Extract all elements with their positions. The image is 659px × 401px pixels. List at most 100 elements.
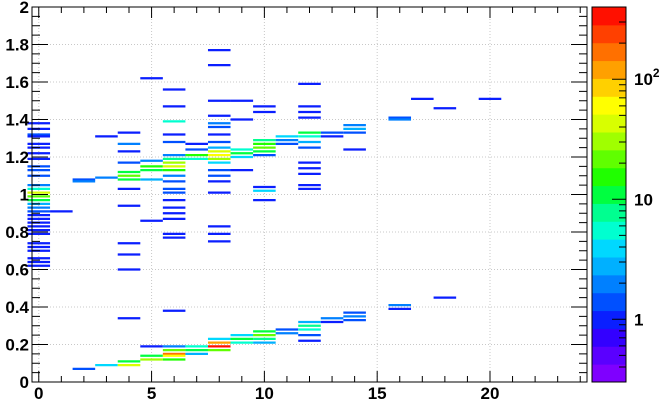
x-axis: 0 5 10 15 20 [34,7,581,401]
heatmap-cell [162,236,186,239]
x-tick-label: 15 [368,384,387,401]
heatmap-cell [275,328,299,331]
heatmap-cell [27,133,51,136]
colorbar-segment [592,310,626,329]
heatmap-cell [298,187,321,190]
colorbar-segment [592,96,626,115]
heatmap-cell [230,152,254,155]
heatmap-cell [140,165,163,168]
x-tick-label: 20 [481,384,500,401]
heatmap-cell [253,139,276,142]
heatmap-cell [140,159,163,162]
heatmap-cell [320,135,344,138]
heatmap-cell [253,146,276,149]
heatmap-cell [95,135,118,138]
heatmap-cell [117,360,141,363]
heatmap-cell [298,172,321,175]
heatmap-cell [185,352,208,355]
heatmap-cell [253,189,276,192]
heatmap-cell [433,296,457,299]
colorbar-segment [592,203,626,222]
heatmap-cell [185,142,208,145]
heatmap-cell [207,345,231,348]
y-tick-label: 0.2 [5,336,29,355]
heatmap-cell [162,217,186,220]
heatmap-cell [27,217,51,220]
colorbar-segment [592,42,626,62]
y-axis: 0 0.2 0.4 0.6 0.8 1 1.2 1.4 1.6 1.8 2 [5,0,587,392]
heatmap-cell [140,345,163,348]
heatmap-cell [343,148,366,151]
heatmap-cell [253,150,276,153]
heatmap-cell [230,155,254,159]
colorbar-segment [592,60,626,79]
heatmap-cell [298,105,321,108]
heatmap-cell [207,133,231,136]
heatmap-cell [298,116,321,119]
y-tick-label: 1.6 [5,73,29,92]
heatmap-cell [207,154,231,157]
heatmap-cell [162,88,186,91]
x-tick-label: 0 [34,384,43,401]
heatmap-cell [207,146,231,149]
heatmap-cell [230,99,254,102]
heatmap-cell [140,169,163,172]
heatmap-cell [298,140,321,144]
colorbar-segment [592,185,626,204]
heatmap-cell [388,307,412,310]
heatmap-cell [27,135,51,138]
heatmap-cell [27,260,51,264]
heatmap-cell [27,242,51,245]
heatmap-cell [162,133,186,136]
heatmap-cell [185,345,208,348]
heatmap-cell [230,337,254,340]
heatmap-cell [27,214,51,217]
colorbar-segment [592,257,626,276]
heatmap-cell [162,120,186,123]
heatmap-cell [253,142,276,145]
heatmap-cell [117,268,141,271]
colorbar-segment [592,364,626,383]
heatmap-cell [207,114,231,117]
colorbar: 1 10 102 [591,6,659,383]
heatmap-cell [162,165,186,168]
heatmap-cell [343,315,366,318]
heatmap-cell [162,232,186,235]
heatmap-cell [253,105,276,108]
heatmap-cell [253,199,276,202]
heatmap-cell [27,122,51,125]
heatmap-cell [140,178,163,181]
heatmap-cell [298,135,321,138]
heatmap-cell [72,178,96,181]
y-tick-label: 1.8 [5,36,29,55]
y-tick-label: 0.4 [5,298,29,317]
heatmap-cell [27,245,51,249]
heatmap-cell [162,309,186,312]
heatmap-cell [162,206,186,209]
heatmap-cell [230,118,254,121]
heatmap-cell [162,345,186,348]
colorbar-segment [592,7,626,26]
heatmap-cell [298,334,321,337]
heatmap-cell [162,157,186,160]
heatmap-cell [253,330,276,333]
heatmap-cell [117,150,141,153]
heatmap-cell [253,334,276,337]
heatmap-cell [343,124,366,127]
heatmap-cell [207,140,231,144]
colorbar-segment [592,346,626,365]
heatmap-cell [72,367,96,370]
heatmap-cell [388,304,412,307]
heatmap-cell [298,131,321,134]
heatmap-cell [162,180,186,183]
colorbar-tick-label: 102 [634,66,659,89]
heatmap-cell [27,191,51,194]
heatmap-cell [95,364,118,367]
heatmap-cell [162,352,186,355]
heatmap-cell [207,64,231,67]
colorbar-segment [592,24,626,44]
heatmap-cell [140,354,163,357]
heatmap-cell [207,169,231,172]
colorbar-tick-label: 10 [634,190,653,209]
heatmap-cell [117,178,141,181]
